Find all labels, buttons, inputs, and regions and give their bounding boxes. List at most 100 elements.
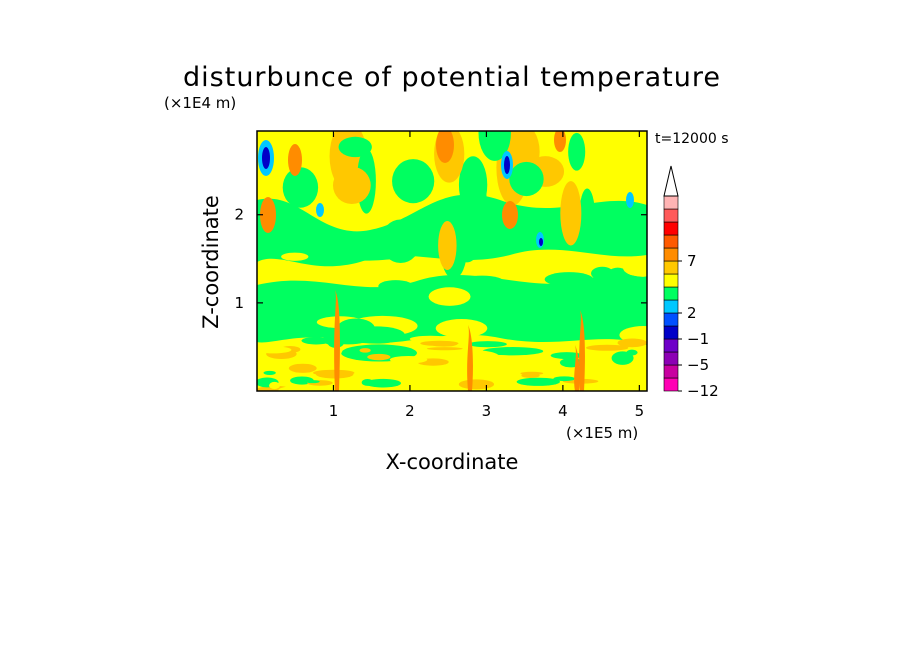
colorbar-label: −12 <box>687 382 719 400</box>
field-blob <box>623 259 647 277</box>
field-blob <box>459 275 506 290</box>
field-blob <box>428 287 471 306</box>
field-blob <box>305 380 320 384</box>
field-blob <box>482 347 544 356</box>
contour-field <box>257 131 647 391</box>
field-blob <box>544 272 594 287</box>
field-blob <box>611 351 634 365</box>
colorbar-segment <box>663 377 679 392</box>
field-core-center <box>262 147 270 169</box>
x-tick-label: 2 <box>405 402 415 420</box>
colorbar-label: 7 <box>687 252 697 270</box>
field-blob <box>263 370 276 376</box>
field-blob <box>472 178 488 251</box>
field-blob <box>550 352 583 360</box>
colorbar-segment <box>663 260 679 275</box>
colorbar-segment <box>663 299 679 314</box>
field-hotspot <box>260 197 276 233</box>
field-blob <box>478 131 511 161</box>
field-blob <box>617 338 647 348</box>
x-axis-ticks: 1 2 3 4 5 <box>329 131 644 420</box>
field-blob <box>568 132 586 171</box>
field-blob <box>407 217 447 255</box>
field-blob <box>585 344 629 351</box>
plot-frame <box>256 130 648 392</box>
colorbar-segment <box>663 273 679 288</box>
colorbar-extend-arrow <box>663 165 679 197</box>
field-blob <box>257 346 292 354</box>
colorbar-segment <box>663 247 679 262</box>
field-blob <box>435 319 488 338</box>
field-hotspot <box>436 131 454 163</box>
x-tick-label: 5 <box>635 402 645 420</box>
field-blob <box>426 347 463 351</box>
colorbar-segment <box>663 221 679 236</box>
y-tick-label: 2 <box>234 206 244 224</box>
colorbar-label: −1 <box>687 330 709 348</box>
colorbar-segment <box>663 208 679 223</box>
colorbar-segment <box>663 312 679 327</box>
y-axis-label: Z-coordinate <box>199 195 223 329</box>
field-blob <box>560 181 582 246</box>
field-hotspot <box>288 144 302 176</box>
field-blob <box>468 341 507 348</box>
colorbar-segment <box>663 325 679 340</box>
field-blob <box>553 376 576 382</box>
field-blob <box>509 161 544 197</box>
colorbar-label: 2 <box>687 304 697 322</box>
field-plume <box>334 290 340 391</box>
y-axis-ticks: 12 <box>234 206 647 312</box>
field-blob <box>348 326 405 344</box>
field-blob <box>516 377 560 386</box>
field-blob <box>591 266 614 281</box>
x-axis-label: X-coordinate <box>386 450 519 474</box>
field-blob <box>365 378 402 388</box>
colorbar-label: −5 <box>687 356 709 374</box>
field-blob <box>378 280 414 293</box>
colorbar-segment <box>663 351 679 366</box>
field-core-center <box>504 156 510 174</box>
field-blob <box>579 188 595 242</box>
field-blob <box>281 252 309 261</box>
time-label: t=12000 s <box>655 131 729 147</box>
field-blob <box>513 320 555 331</box>
field-blob <box>269 381 280 390</box>
x-tick-label: 3 <box>482 402 492 420</box>
field-plume <box>574 345 580 391</box>
colorbar-segment <box>663 195 679 210</box>
field-blob <box>361 379 374 386</box>
field-blob <box>332 166 371 205</box>
field-plume <box>579 310 585 391</box>
colorbar: 7 2 −1 −5 −12 <box>663 165 719 400</box>
field-blob <box>420 340 459 346</box>
colorbar-segment <box>663 364 679 379</box>
y-tick-label: 1 <box>234 294 244 312</box>
field-blob <box>409 335 451 343</box>
x-axis-unit: (×1E5 m) <box>566 424 638 442</box>
field-blob <box>278 386 316 391</box>
field-hotspot <box>502 201 518 229</box>
field-blob <box>626 349 638 356</box>
field-blob <box>389 355 428 364</box>
field-blob <box>520 371 544 375</box>
field-core-center <box>539 238 543 246</box>
field-plume <box>467 325 473 391</box>
field-blob <box>623 368 647 378</box>
field-blob <box>359 348 371 353</box>
field-blob <box>438 220 457 271</box>
field-core <box>626 192 634 208</box>
chart-title: disturbunce of potential temperature <box>183 62 721 93</box>
field-blob <box>288 363 317 373</box>
x-tick-label: 1 <box>329 402 339 420</box>
y-axis-unit: (×1E4 m) <box>164 94 236 112</box>
x-tick-label: 4 <box>558 402 568 420</box>
colorbar-segment <box>663 234 679 249</box>
field-blob <box>458 379 495 390</box>
field-blob <box>329 254 397 261</box>
colorbar-segment <box>663 286 679 301</box>
colorbar-segment <box>663 338 679 353</box>
field-blob <box>392 159 435 204</box>
field-core <box>316 203 324 217</box>
field-blob <box>282 167 319 208</box>
